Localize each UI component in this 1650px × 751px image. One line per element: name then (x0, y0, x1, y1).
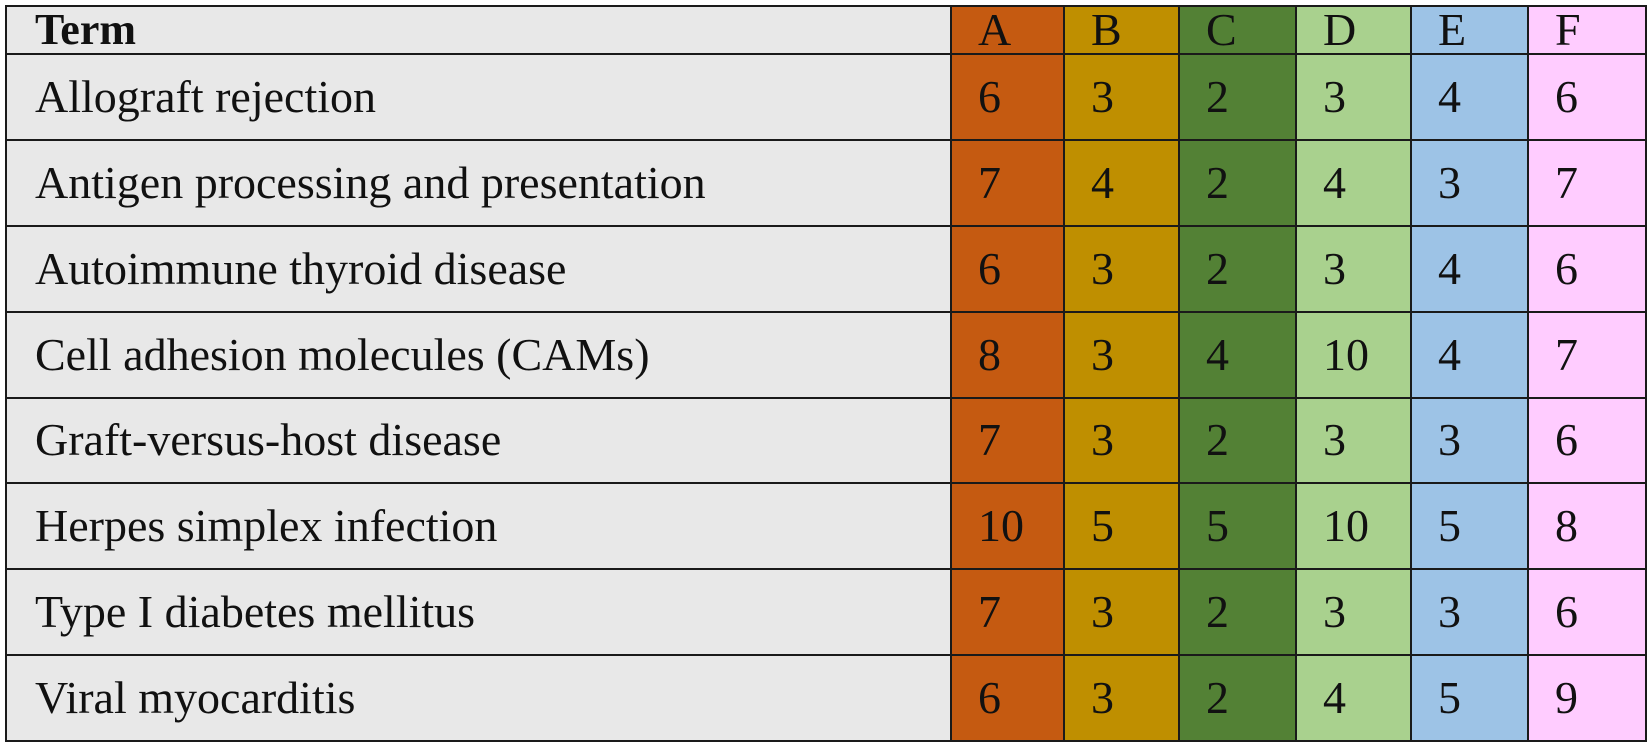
value-cell-f: 7 (1527, 310, 1647, 399)
term-cell: Cell adhesion molecules (CAMs) (5, 310, 952, 399)
value-cell-a: 8 (950, 310, 1065, 399)
value-cell-d: 3 (1295, 224, 1412, 313)
table-row: Autoimmune thyroid disease 6 3 2 3 4 6 (5, 224, 1647, 313)
value-cell-c: 4 (1178, 310, 1297, 399)
value-cell-f: 6 (1527, 568, 1647, 657)
value-cell-a: 7 (950, 138, 1065, 227)
value-cell-b: 3 (1063, 568, 1180, 657)
term-cell: Autoimmune thyroid disease (5, 224, 952, 313)
value-cell-b: 3 (1063, 53, 1180, 141)
value-cell-a: 6 (950, 224, 1065, 313)
value-cell-a: 6 (950, 654, 1065, 742)
table-row: Allograft rejection 6 3 2 3 4 6 (5, 53, 1647, 141)
value-cell-c: 2 (1178, 396, 1297, 485)
value-cell-b: 3 (1063, 654, 1180, 742)
table-row: Cell adhesion molecules (CAMs) 8 3 4 10 4 7 (5, 310, 1647, 399)
term-cell: Herpes simplex infection (5, 482, 952, 571)
value-cell-e: 3 (1410, 568, 1529, 657)
value-cell-a: 10 (950, 482, 1065, 571)
value-cell-b: 3 (1063, 310, 1180, 399)
value-cell-e: 4 (1410, 224, 1529, 313)
value-cell-b: 3 (1063, 396, 1180, 485)
column-header-e: E (1410, 5, 1529, 55)
value-cell-f: 9 (1527, 654, 1647, 742)
value-cell-c: 2 (1178, 53, 1297, 141)
value-cell-f: 6 (1527, 396, 1647, 485)
term-column-header: Term (5, 5, 952, 55)
value-cell-e: 5 (1410, 654, 1529, 742)
column-header-c: C (1178, 5, 1297, 55)
table-row: Type I diabetes mellitus 7 3 2 3 3 6 (5, 568, 1647, 657)
term-cell: Graft-versus-host disease (5, 396, 952, 485)
value-cell-d: 10 (1295, 310, 1412, 399)
value-cell-d: 4 (1295, 138, 1412, 227)
value-cell-e: 3 (1410, 138, 1529, 227)
value-cell-c: 2 (1178, 654, 1297, 742)
term-cell: Viral myocarditis (5, 654, 952, 742)
table-row: Viral myocarditis 6 3 2 4 5 9 (5, 654, 1647, 742)
value-cell-d: 4 (1295, 654, 1412, 742)
value-cell-d: 10 (1295, 482, 1412, 571)
table-row: Herpes simplex infection 10 5 5 10 5 8 (5, 482, 1647, 571)
value-cell-d: 3 (1295, 396, 1412, 485)
value-cell-e: 5 (1410, 482, 1529, 571)
value-cell-a: 7 (950, 396, 1065, 485)
column-header-d: D (1295, 5, 1412, 55)
value-cell-a: 6 (950, 53, 1065, 141)
value-cell-d: 3 (1295, 568, 1412, 657)
value-cell-f: 7 (1527, 138, 1647, 227)
column-header-b: B (1063, 5, 1180, 55)
column-header-a: A (950, 5, 1065, 55)
term-cell: Antigen processing and presentation (5, 138, 952, 227)
table-row: Graft-versus-host disease 7 3 2 3 3 6 (5, 396, 1647, 485)
value-cell-c: 5 (1178, 482, 1297, 571)
value-cell-c: 2 (1178, 568, 1297, 657)
value-cell-c: 2 (1178, 224, 1297, 313)
term-cell: Type I diabetes mellitus (5, 568, 952, 657)
value-cell-c: 2 (1178, 138, 1297, 227)
value-cell-f: 6 (1527, 53, 1647, 141)
value-cell-e: 4 (1410, 53, 1529, 141)
column-header-f: F (1527, 5, 1647, 55)
term-cell: Allograft rejection (5, 53, 952, 141)
value-cell-e: 4 (1410, 310, 1529, 399)
value-cell-f: 8 (1527, 482, 1647, 571)
value-cell-e: 3 (1410, 396, 1529, 485)
value-cell-f: 6 (1527, 224, 1647, 313)
table-body: Allograft rejection 6 3 2 3 4 6 Antigen process… (5, 53, 1647, 742)
value-cell-a: 7 (950, 568, 1065, 657)
value-cell-d: 3 (1295, 53, 1412, 141)
value-cell-b: 4 (1063, 138, 1180, 227)
value-cell-b: 5 (1063, 482, 1180, 571)
value-cell-b: 3 (1063, 224, 1180, 313)
table-row: Antigen processing and presentation 7 4 2 4 3… (5, 138, 1647, 227)
